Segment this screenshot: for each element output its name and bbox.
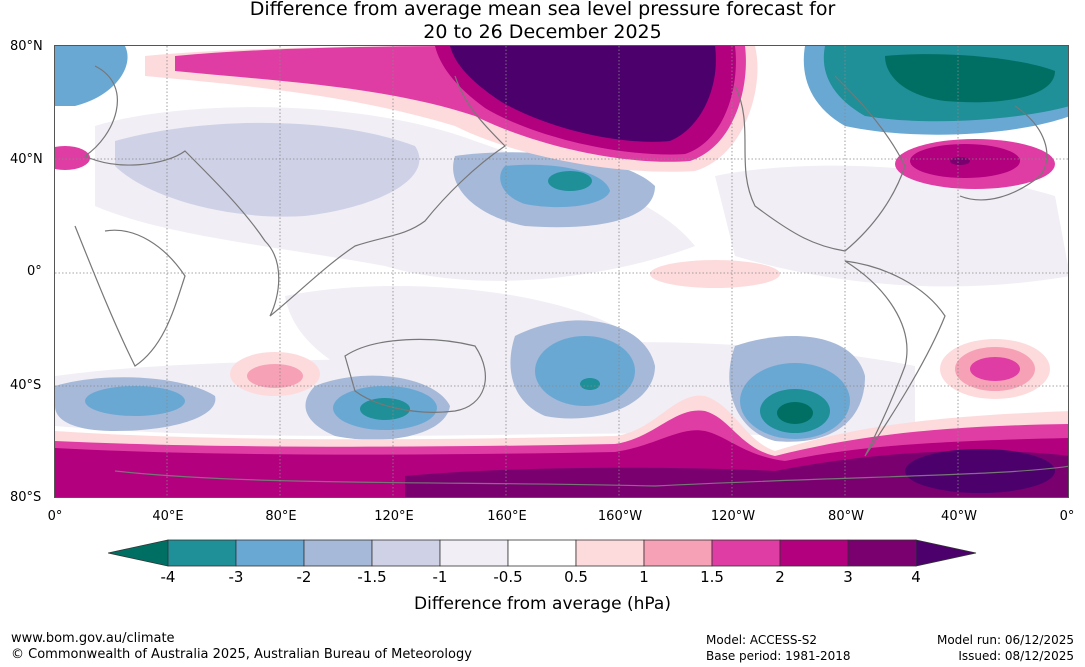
colorbar-swatch: [439, 539, 509, 567]
colorbar-swatch: [643, 539, 713, 567]
colorbar-swatch: [711, 539, 781, 567]
anomaly-center-new-zealand: [580, 378, 600, 390]
colorbar-tick-label: -1: [432, 568, 448, 586]
lon-label-0-left: 0°: [47, 509, 63, 524]
lat-label-40s: 40°S: [10, 378, 42, 393]
anomaly-weak-negative-atlantic: [715, 165, 1068, 287]
colorbar-swatch: [575, 539, 645, 567]
lon-label-0-right: 0°: [1059, 509, 1075, 524]
colorbar-tick-label: -2: [296, 568, 312, 586]
lon-label-120w: 120°W: [710, 509, 756, 524]
colorbar-swatch: [235, 539, 305, 567]
anomaly-max-southern-ocean: [905, 449, 1055, 493]
anomaly-center-south-australia: [360, 398, 410, 420]
lon-label-80e: 80°E: [265, 509, 297, 524]
lat-label-80s: 80°S: [10, 490, 42, 505]
lon-label-40w: 40°W: [941, 509, 977, 524]
colorbar-swatch: [371, 539, 441, 567]
anomaly-core-south-indian: [85, 386, 185, 416]
colorbar-tick-label: -3: [228, 568, 244, 586]
colorbar: [107, 538, 978, 572]
colorbar-tick-label: 0.5: [564, 568, 588, 586]
colorbar-tick-label: -4: [160, 568, 176, 586]
footer-model-run: Model run: 06/12/2025: [936, 633, 1074, 647]
colorbar-tick-label: 1: [639, 568, 649, 586]
lat-label-equator: 0°: [27, 264, 42, 279]
anomaly-positive-south-atlantic-core: [970, 357, 1020, 381]
lon-label-160w: 160°W: [597, 509, 643, 524]
graticule: [55, 46, 1068, 497]
footer-model: Model: ACCESS-S2: [706, 633, 818, 647]
colorbar-swatch: [847, 539, 917, 567]
anomaly-negative-central-asia: [115, 122, 420, 217]
colorbar-swatch-min: [107, 539, 169, 567]
colorbar-swatch: [303, 539, 373, 567]
colorbar-swatches: [107, 539, 977, 567]
colorbar-tick-label: -0.5: [493, 568, 523, 586]
footer-url[interactable]: www.bom.gov.au/climate: [11, 631, 175, 646]
lat-label-40n: 40°N: [10, 152, 43, 167]
colorbar-tick-label: 1.5: [700, 568, 724, 586]
anomaly-positive-southern-ocean-core: [405, 451, 1068, 497]
colorbar-tick-label: 2: [775, 568, 785, 586]
colorbar-swatch: [167, 539, 237, 567]
colorbar-swatch: [779, 539, 849, 567]
colorbar-title: Difference from average (hPa): [414, 594, 671, 614]
anomaly-positive-north-atlantic-max: [950, 157, 970, 165]
map-canvas: [55, 46, 1068, 497]
colorbar-swatch-max: [915, 539, 977, 567]
colorbar-tick-label: 3: [843, 568, 853, 586]
map-title-line1: Difference from average mean sea level p…: [249, 0, 836, 20]
footer-issued: Issued: 08/12/2025: [958, 649, 1074, 663]
anomaly-min-southeast-pacific: [777, 402, 813, 424]
map-title-line2: 20 to 26 December 2025: [423, 21, 662, 43]
lat-label-80n: 80°N: [10, 39, 43, 54]
lon-label-40e: 40°E: [152, 509, 184, 524]
lon-label-80w: 80°W: [828, 509, 864, 524]
footer-copyright: © Commonwealth of Australia 2025, Austra…: [11, 647, 472, 662]
colorbar-tick-label: -1.5: [357, 568, 387, 586]
footer-base-period: Base period: 1981-2018: [706, 649, 851, 663]
lon-label-160e: 160°E: [487, 509, 527, 524]
lon-label-120e: 120°E: [374, 509, 414, 524]
anomaly-positive-north-pacific-core: [450, 46, 716, 142]
anomaly-positive-equatorial-pacific: [650, 260, 780, 288]
anomaly-center-north-pacific: [548, 171, 592, 191]
anomaly-positive-europe: [55, 146, 90, 170]
coastlines: [74, 65, 1068, 487]
anomaly-negative-arctic-west: [55, 46, 128, 106]
colorbar-tick-label: 4: [911, 568, 921, 586]
colorbar-swatch: [507, 539, 577, 567]
pressure-anomaly-map: [54, 45, 1069, 498]
anomaly-min-north-atlantic: [885, 54, 1055, 103]
anomaly-core-new-zealand: [535, 336, 635, 406]
anomaly-positive-south-indian-core: [247, 364, 303, 388]
